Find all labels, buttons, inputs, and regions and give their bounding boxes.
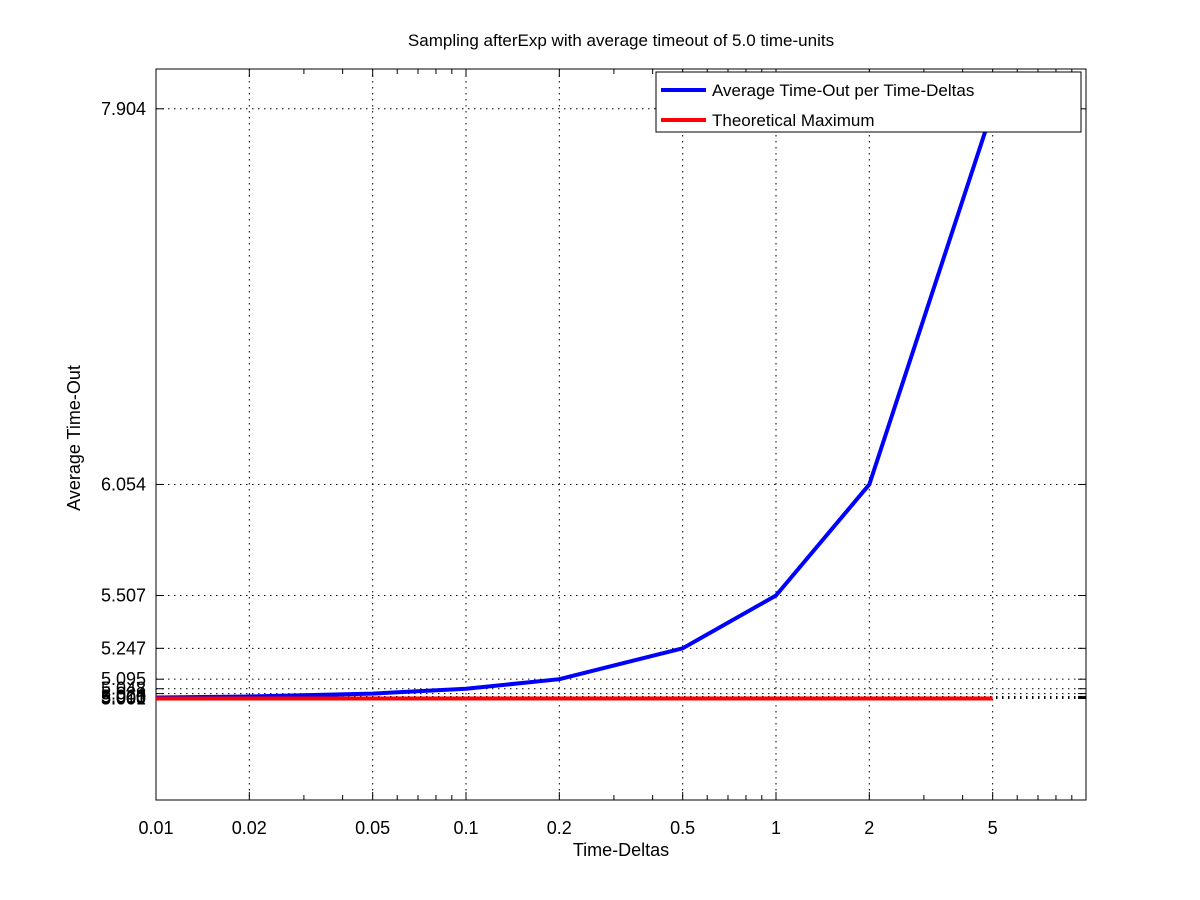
y-tick-label: 5.005 (101, 687, 146, 707)
x-tick-label: 0.1 (453, 818, 478, 838)
plot-area-border (155, 68, 1087, 801)
y-tick-label: 6.054 (101, 474, 146, 494)
chart-title: Sampling afterExp with average timeout o… (408, 31, 834, 50)
legend-label-average: Average Time-Out per Time-Deltas (712, 81, 974, 100)
x-tick-label: 0.5 (670, 818, 695, 838)
y-tick-label: 5.048 (101, 679, 146, 699)
y-axis-label: Average Time-Out (64, 365, 84, 511)
y-tick-label: 7.904 (101, 99, 146, 119)
y-tick-label: 5.024 (101, 684, 146, 704)
x-tick-label: 5 (988, 818, 998, 838)
tick-layer: 0.01 0.02 0.05 0.1 0.2 0.5 1 2 55.0005.0015.0055… (101, 69, 1086, 838)
x-tick-label: 0.02 (232, 818, 267, 838)
x-axis-label: Time-Deltas (573, 840, 669, 860)
series-layer (155, 108, 995, 701)
x-tick-label: 0.01 (138, 818, 173, 838)
y-tick-label: 5.247 (101, 638, 146, 658)
legend: Average Time-Out per Time-Deltas Theoret… (655, 71, 1082, 133)
y-tick-label: 5.010 (101, 686, 146, 706)
legend-label-maximum: Theoretical Maximum (712, 111, 875, 130)
x-tick-label: 1 (771, 818, 781, 838)
y-tick-label: 5.095 (101, 669, 146, 689)
x-tick-label: 0.05 (355, 818, 390, 838)
y-tick-label: 5.507 (101, 586, 146, 606)
series-line-average (155, 108, 995, 700)
y-tick-label: 5.001 (101, 688, 146, 708)
x-tick-label: 2 (864, 818, 874, 838)
y-tick-label: 5.000 (101, 688, 146, 708)
x-tick-label: 0.2 (547, 818, 572, 838)
legend-box (655, 71, 1082, 133)
